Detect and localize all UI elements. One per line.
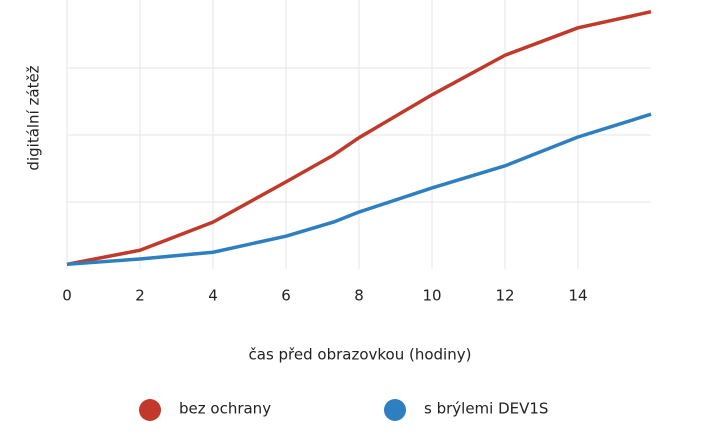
x-tick-label: 8 [354, 287, 364, 305]
x-axis-label: čas před obrazovkou (hodiny) [249, 346, 472, 364]
x-tick-label: 6 [281, 287, 291, 305]
line-series [66, 112, 652, 267]
x-tick-label: 14 [568, 287, 587, 305]
legend-label: bez ochrany [179, 400, 271, 418]
x-tick-label: 4 [208, 287, 218, 305]
legend-label: s brýlemi DEV1S [424, 400, 548, 418]
legend-marker [384, 399, 406, 421]
x-tick-label: 0 [62, 287, 72, 305]
line-series [66, 10, 652, 267]
legend-marker [139, 399, 161, 421]
x-tick-label: 10 [422, 287, 441, 305]
x-tick-label: 2 [135, 287, 145, 305]
x-tick-label: 12 [495, 287, 514, 305]
y-axis-label: digitální zátěž [25, 65, 43, 170]
